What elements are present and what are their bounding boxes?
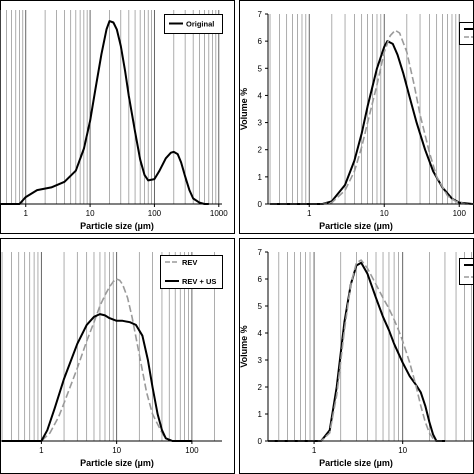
x-tick-label: 100 — [185, 446, 199, 455]
plot-area — [269, 14, 474, 205]
y-tick-label: 2 — [258, 146, 263, 155]
legend-box — [160, 255, 223, 289]
x-tick-label: 1000 — [210, 209, 228, 218]
series-line-1 — [268, 261, 445, 442]
legend — [459, 258, 473, 285]
panel-3: 1 10 100 Particle size (µm) REV REV + US — [0, 238, 235, 474]
legend-box — [459, 22, 473, 45]
y-tick-label: 5 — [258, 302, 263, 311]
series-line-2 — [270, 29, 474, 205]
panel-1: 1 10 100 1000 Particle size (µm) Original — [0, 0, 235, 234]
series-line-1 — [0, 20, 209, 205]
legend-label-1: REV — [182, 258, 197, 267]
series-line-2 — [2, 313, 192, 442]
x-tick-label: 100 — [148, 209, 162, 218]
y-tick-label: 4 — [258, 329, 263, 338]
y-tick-label: 7 — [258, 248, 263, 257]
y-tick-label: 0 — [258, 437, 263, 446]
legend-label-1: Original — [186, 20, 214, 29]
y-tick-label: 1 — [258, 410, 263, 419]
x-tick-label: 10 — [380, 209, 389, 218]
legend: Original — [164, 14, 223, 34]
y-tick-label: 3 — [258, 119, 263, 128]
legend-box — [164, 14, 223, 34]
plot-area — [0, 10, 220, 205]
y-axis-label: Volume % — [239, 325, 249, 367]
x-axis-label: Particle size (µm) — [80, 221, 154, 231]
y-axis-label: Volume % — [239, 88, 249, 130]
plot-area — [268, 252, 472, 442]
x-tick-label: 1 — [39, 446, 44, 455]
series-line-1 — [270, 40, 474, 205]
series-line-2 — [268, 259, 445, 442]
y-tick-label: 6 — [258, 37, 263, 46]
panel-2: 1 10 100 Particle size (µm) 0 1 2 3 4 5 6 7 Volume % — [239, 0, 474, 234]
y-tick-label: 5 — [258, 64, 263, 73]
x-tick-label: 10 — [86, 209, 95, 218]
x-tick-label: 10 — [398, 446, 407, 455]
x-tick-label: 1 — [312, 446, 317, 455]
panel-frame — [239, 0, 474, 234]
x-axis-label: Particle size (µm) — [80, 458, 154, 468]
y-tick-label: 4 — [258, 91, 263, 100]
legend-label-2: REV + US — [182, 277, 216, 286]
y-tick-label: 2 — [258, 383, 263, 392]
x-tick-label: 1 — [24, 209, 29, 218]
y-tick-label: 1 — [258, 173, 263, 182]
y-tick-label: 3 — [258, 356, 263, 365]
legend-box — [459, 258, 473, 285]
panel-frame — [0, 0, 235, 234]
x-axis-label: Particle size (µm) — [319, 221, 393, 231]
legend — [459, 22, 473, 45]
x-tick-label: 1 — [307, 209, 312, 218]
x-tick-label: 100 — [453, 209, 467, 218]
y-tick-label: 6 — [258, 275, 263, 284]
y-tick-label: 7 — [258, 10, 263, 19]
series-line-1 — [2, 278, 192, 442]
x-axis-label: Particle size (µm) — [319, 458, 393, 468]
y-tick-label: 0 — [258, 200, 263, 209]
x-tick-label: 10 — [112, 446, 121, 455]
legend: REV REV + US — [160, 255, 223, 289]
